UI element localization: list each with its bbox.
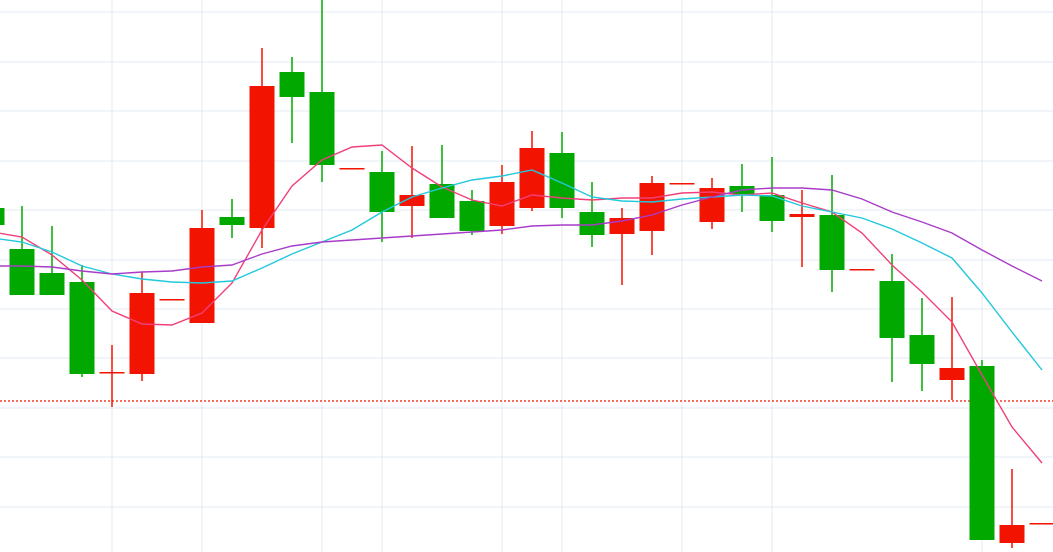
candle-body bbox=[0, 208, 5, 225]
candle bbox=[249, 48, 275, 248]
candle-body bbox=[789, 214, 815, 217]
candle-body bbox=[699, 188, 725, 222]
candle-body bbox=[849, 269, 875, 271]
candle-body bbox=[159, 299, 185, 301]
candle-body bbox=[99, 372, 125, 374]
candle bbox=[999, 469, 1025, 548]
candle bbox=[759, 157, 785, 232]
candle-body bbox=[129, 293, 155, 374]
candle-body bbox=[189, 228, 215, 323]
candle bbox=[969, 360, 995, 540]
candle-body bbox=[909, 335, 935, 364]
candle-body bbox=[429, 184, 455, 218]
candle-body bbox=[339, 168, 365, 170]
candle-body bbox=[279, 72, 305, 97]
candle-body bbox=[39, 273, 65, 295]
candle bbox=[39, 226, 65, 295]
candle bbox=[429, 145, 455, 218]
candle bbox=[729, 164, 755, 212]
moving-average-line bbox=[0, 169, 1043, 371]
candle-body bbox=[219, 217, 245, 225]
candle bbox=[939, 297, 965, 400]
candle bbox=[669, 183, 695, 185]
candle bbox=[369, 151, 395, 242]
candle bbox=[459, 190, 485, 235]
candle-body bbox=[1029, 523, 1053, 525]
candle bbox=[819, 175, 845, 292]
candle-body bbox=[639, 183, 665, 231]
candle-body bbox=[879, 281, 905, 338]
candle-body bbox=[579, 212, 605, 235]
candle-body bbox=[669, 183, 695, 185]
candle bbox=[699, 178, 725, 229]
candle-body bbox=[999, 525, 1025, 543]
candle-body bbox=[9, 249, 35, 295]
candle-body bbox=[819, 215, 845, 270]
candle bbox=[579, 182, 605, 247]
candle bbox=[519, 131, 545, 211]
candle bbox=[129, 272, 155, 381]
candle-body bbox=[969, 366, 995, 540]
candle bbox=[789, 190, 815, 267]
candle bbox=[99, 345, 125, 407]
candle-body bbox=[459, 201, 485, 231]
candle bbox=[849, 269, 875, 271]
candle bbox=[909, 298, 935, 391]
candle-body bbox=[309, 92, 335, 165]
candle bbox=[189, 210, 215, 323]
candle-body bbox=[549, 153, 575, 208]
moving-average-lines bbox=[0, 144, 1043, 464]
moving-average-line bbox=[0, 144, 1043, 464]
candle-body bbox=[519, 148, 545, 208]
candle bbox=[69, 265, 95, 377]
candle bbox=[219, 199, 245, 238]
candle bbox=[339, 168, 365, 170]
candle bbox=[309, 0, 335, 182]
candle bbox=[879, 254, 905, 382]
candle bbox=[159, 299, 185, 301]
candle bbox=[1029, 523, 1053, 525]
candle-body bbox=[399, 195, 425, 206]
moving-average-line bbox=[0, 187, 1043, 282]
candle-body bbox=[69, 282, 95, 374]
candle bbox=[549, 132, 575, 218]
candle-body bbox=[249, 86, 275, 228]
candle-body bbox=[939, 368, 965, 380]
candle bbox=[399, 146, 425, 238]
candle-body bbox=[369, 172, 395, 212]
candle bbox=[9, 206, 35, 295]
candle bbox=[0, 208, 5, 225]
candle bbox=[279, 57, 305, 143]
